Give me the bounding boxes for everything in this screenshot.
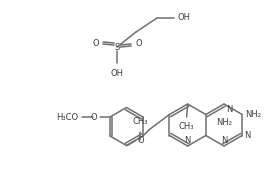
Text: N: N — [221, 136, 227, 145]
Text: H₃CO: H₃CO — [56, 113, 78, 121]
Text: N: N — [244, 131, 251, 140]
Text: O: O — [90, 113, 97, 121]
Text: CH₃: CH₃ — [179, 122, 194, 131]
Text: NH₂: NH₂ — [245, 110, 261, 119]
Text: CH₃: CH₃ — [133, 118, 148, 127]
Text: S: S — [114, 43, 120, 51]
Text: O: O — [92, 40, 99, 49]
Text: NH₂: NH₂ — [216, 118, 232, 127]
Text: N: N — [226, 105, 232, 114]
Text: O: O — [137, 136, 144, 145]
Text: O: O — [135, 40, 142, 49]
Text: OH: OH — [177, 13, 190, 22]
Text: OH: OH — [111, 69, 124, 78]
Text: N: N — [184, 136, 191, 145]
